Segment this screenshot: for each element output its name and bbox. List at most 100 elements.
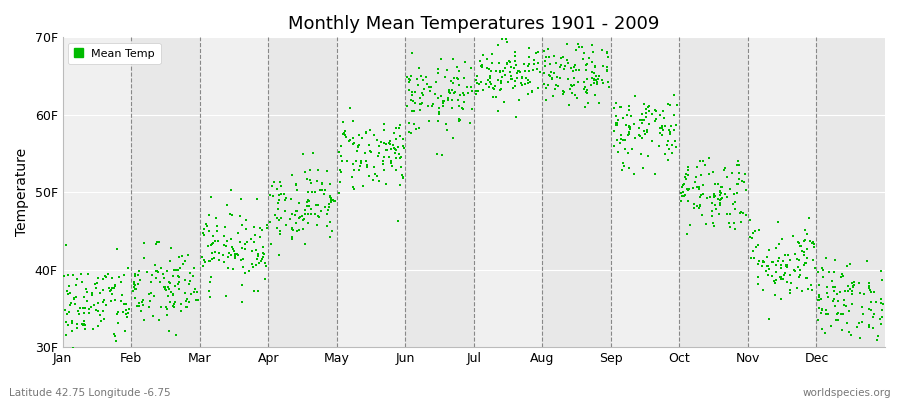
Point [769,276,783,283]
Point [131,299,146,306]
Point [158,285,172,292]
Point [811,269,825,275]
Point [492,60,507,67]
Point [107,296,122,303]
Point [286,227,301,233]
Point [442,86,456,93]
Point [220,202,234,208]
Point [771,219,786,225]
Point [396,142,410,149]
Point [664,141,679,148]
Point [812,292,826,298]
Point [318,204,332,211]
Point [709,206,724,213]
Point [320,168,334,174]
Point [273,179,287,186]
Point [504,75,518,82]
Point [768,280,782,286]
Point [580,61,594,67]
Point [88,281,103,287]
Point [150,268,165,274]
Point [502,69,517,76]
Point [599,67,614,73]
Point [675,184,689,190]
Point [480,56,494,62]
Point [792,274,806,280]
Point [862,306,877,312]
Point [148,262,162,268]
Point [442,88,456,95]
Point [403,96,418,103]
Point [396,174,410,180]
Point [730,181,744,187]
Point [96,316,111,322]
Point [112,274,126,280]
Point [263,192,277,198]
Point [583,82,598,88]
Point [68,359,83,365]
Point [788,268,802,274]
Point [711,181,725,187]
Point [512,97,526,103]
Point [544,75,559,81]
Point [442,87,456,94]
Point [682,186,697,193]
Point [539,85,554,92]
Point [634,151,648,157]
Point [472,80,486,87]
Point [600,50,615,56]
Point [623,126,637,132]
Point [487,86,501,92]
Point [508,78,522,84]
Point [711,196,725,203]
Point [838,288,852,294]
Point [182,299,196,305]
Point [108,282,122,289]
Point [86,326,100,333]
Point [120,310,134,317]
Point [862,324,877,331]
Point [661,156,675,163]
Point [137,240,151,246]
Point [436,100,450,106]
Point [580,87,594,93]
Point [820,290,834,296]
Point [874,268,888,274]
Point [601,79,616,85]
Point [849,350,863,356]
Point [522,61,536,68]
Point [641,152,655,159]
Point [724,224,738,230]
Point [256,254,271,261]
Point [814,307,829,314]
Point [77,318,92,324]
Point [778,272,792,278]
Point [834,327,849,333]
Point [775,236,789,242]
Point [117,328,131,334]
Point [146,313,160,319]
Point [610,149,625,155]
Bar [611,37,680,347]
Point [191,296,205,303]
Point [377,127,392,133]
Y-axis label: Temperature: Temperature [15,148,29,236]
Point [852,319,867,326]
Point [62,290,77,296]
Point [829,317,843,324]
Point [707,181,722,187]
Point [609,120,624,126]
Point [568,62,582,68]
Point [555,88,570,94]
Point [336,119,350,125]
Point [864,289,878,295]
Point [667,112,681,118]
Point [688,205,702,211]
Point [288,212,302,218]
Point [847,279,861,285]
Point [432,111,446,117]
Point [104,288,118,294]
Point [788,250,802,257]
Point [828,284,842,290]
Point [657,114,671,121]
